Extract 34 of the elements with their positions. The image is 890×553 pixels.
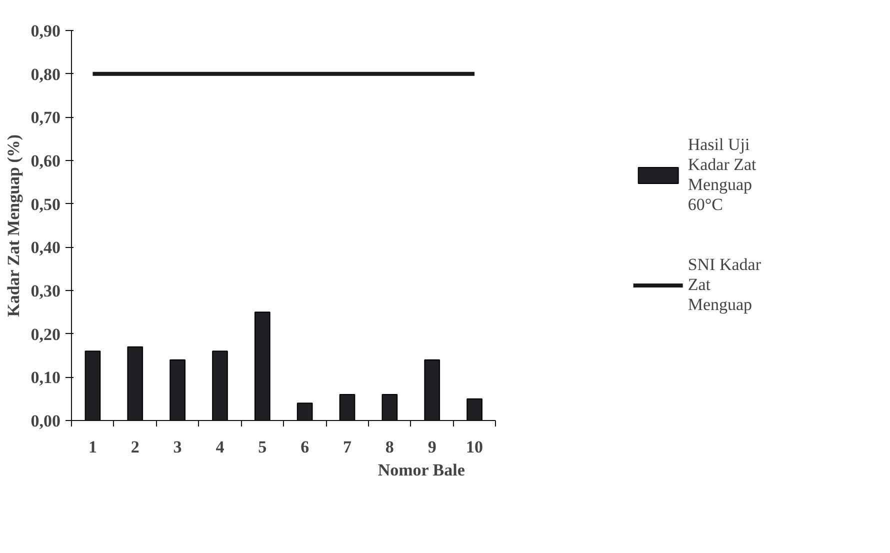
x-tick-label: 5 [258,438,267,456]
y-tick-label: 0,00 [30,412,60,430]
y-tick-label: 0,90 [30,22,60,40]
x-tick-label: 3 [173,438,182,456]
bar [382,394,398,420]
x-tick-label: 2 [130,438,140,456]
x-tick-label: 8 [385,438,394,456]
y-tick-label: 0,50 [30,194,60,214]
y-tick-label: 0,30 [30,282,60,300]
x-tick-label: 1 [88,438,97,456]
y-tick-label: 0,40 [30,238,60,258]
y-tick-label: 0,70 [30,108,60,128]
bar [296,402,313,420]
legend-label: Hasil Uji Kadar Zat Menguap 60°C [688,135,756,215]
x-axis-title: Nomor Bale [378,460,466,480]
legend-label: SNI Kadar Zat Menguap [688,255,761,315]
bar [466,398,482,420]
x-tick-label: 9 [428,438,436,456]
bar [212,350,228,420]
y-tick-label: 0,20 [30,324,60,344]
y-tick-label: 0,10 [30,368,60,388]
x-tick-label: 6 [300,438,310,456]
x-tick-label: 10 [466,438,484,456]
y-tick-label: 0,60 [30,152,60,170]
x-tick-label: 7 [343,438,352,456]
bar [254,312,270,420]
bar [127,346,144,420]
y-axis-title: Kadar Zat Menguap (%) [4,134,23,317]
x-tick-label: 4 [216,438,225,456]
bar [170,359,186,420]
bar [339,394,356,420]
y-tick-label: 0,80 [30,64,60,84]
bar [424,359,440,420]
bar [84,350,101,420]
